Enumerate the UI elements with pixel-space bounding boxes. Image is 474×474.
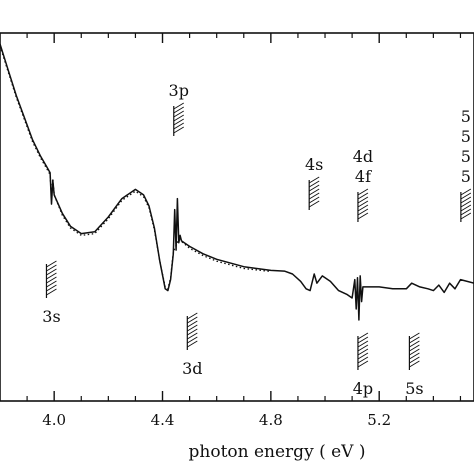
threshold-hatch	[357, 348, 369, 356]
threshold-label: 4d	[353, 147, 373, 166]
threshold-hatch	[357, 204, 369, 212]
x-axis-title: photon energy ( eV )	[189, 442, 366, 462]
threshold-hatch	[173, 126, 184, 134]
threshold-hatch	[187, 340, 198, 348]
threshold-marker: 3p	[169, 81, 189, 136]
threshold-hatch	[308, 188, 320, 196]
threshold-hatch	[409, 340, 420, 348]
threshold-hatch	[46, 280, 57, 288]
threshold-hatch	[357, 196, 369, 204]
threshold-hatch	[173, 102, 184, 110]
threshold-hatch	[357, 344, 369, 352]
threshold-hatch	[357, 340, 369, 348]
threshold-hatch	[409, 332, 420, 340]
threshold-hatch	[308, 180, 320, 188]
threshold-hatch	[460, 208, 472, 216]
threshold-hatch	[187, 312, 198, 320]
threshold-hatch	[357, 200, 369, 208]
threshold-hatch	[46, 264, 57, 272]
threshold-hatch	[308, 184, 320, 192]
threshold-label: 5	[461, 147, 471, 166]
threshold-hatch	[460, 204, 472, 212]
threshold-hatch	[46, 260, 57, 268]
threshold-label: 5	[461, 167, 471, 186]
threshold-hatch	[173, 118, 184, 126]
threshold-label: 3s	[42, 307, 60, 326]
threshold-hatch	[187, 324, 198, 332]
threshold-hatch	[173, 122, 184, 130]
threshold-hatch	[46, 276, 57, 284]
threshold-hatch	[357, 212, 369, 220]
threshold-hatch	[173, 114, 184, 122]
x-tick-label: 4.8	[259, 411, 283, 429]
threshold-hatch	[357, 352, 369, 360]
threshold-hatch	[46, 272, 57, 280]
threshold-label: 4p	[353, 379, 373, 398]
threshold-hatch	[173, 110, 184, 118]
threshold-hatch	[409, 356, 420, 364]
threshold-hatch	[46, 288, 57, 296]
plot-frame	[0, 32, 474, 402]
threshold-hatch	[308, 176, 320, 184]
threshold-hatch	[357, 356, 369, 364]
threshold-hatch	[308, 200, 320, 208]
threshold-hatch	[187, 332, 198, 340]
threshold-hatch	[409, 352, 420, 360]
threshold-hatch	[460, 212, 472, 220]
threshold-hatch	[409, 348, 420, 356]
threshold-hatch	[46, 268, 57, 276]
threshold-hatch	[460, 188, 472, 196]
threshold-marker: 3s	[42, 260, 61, 326]
threshold-label: 4f	[355, 167, 372, 186]
threshold-label: 5	[461, 107, 471, 126]
threshold-hatch	[460, 192, 472, 200]
series-line-dotted	[0, 45, 271, 290]
threshold-label: 3d	[182, 359, 202, 378]
threshold-hatch	[187, 336, 198, 344]
x-tick-label: 5.2	[367, 411, 391, 429]
threshold-hatch	[357, 332, 369, 340]
threshold-hatch	[357, 208, 369, 216]
threshold-hatch	[308, 196, 320, 204]
threshold-marker: 5s	[405, 332, 424, 398]
x-tick-label: 4.4	[151, 411, 175, 429]
threshold-hatch	[460, 200, 472, 208]
threshold-hatch	[409, 360, 420, 368]
threshold-hatch	[460, 196, 472, 204]
threshold-label: 5s	[405, 379, 423, 398]
threshold-hatch	[357, 188, 369, 196]
threshold-hatch	[409, 344, 420, 352]
threshold-hatch	[357, 360, 369, 368]
threshold-hatch	[357, 336, 369, 344]
threshold-hatch	[46, 284, 57, 292]
series-layer	[0, 43, 474, 321]
threshold-hatch	[409, 336, 420, 344]
threshold-marker: 4p	[353, 332, 373, 398]
threshold-hatch	[173, 106, 184, 114]
threshold-hatch	[308, 192, 320, 200]
threshold-marker: 4s	[305, 155, 323, 210]
threshold-label: 5	[461, 127, 471, 146]
threshold-hatch	[187, 320, 198, 328]
threshold-label: 4s	[305, 155, 323, 174]
threshold-hatch	[187, 316, 198, 324]
threshold-marker: 3d	[182, 312, 203, 378]
x-tick-label: 4.0	[42, 411, 66, 429]
threshold-hatch	[357, 192, 369, 200]
major-ticks: 4.0 4.4 4.8 5.2	[42, 33, 391, 429]
threshold-hatch	[187, 328, 198, 336]
threshold-label: 3p	[169, 81, 189, 100]
series-line-solid	[0, 43, 474, 321]
minor-ticks	[26, 33, 462, 401]
